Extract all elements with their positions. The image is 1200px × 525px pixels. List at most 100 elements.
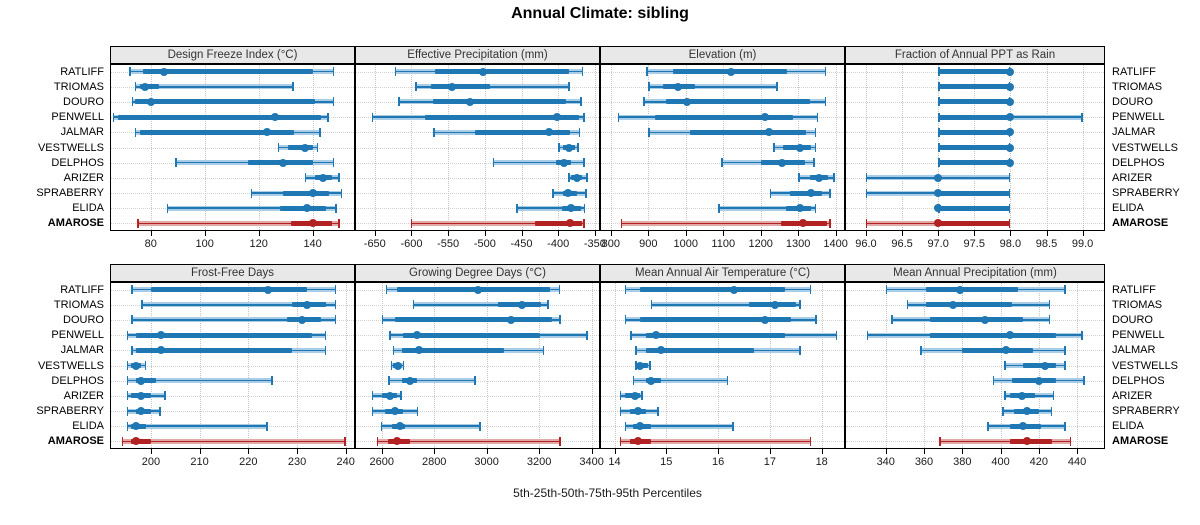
grid-h-line: [356, 147, 599, 149]
grid-v-line: [248, 283, 250, 448]
whisker-cap-p5: [620, 218, 623, 228]
grid-h-line: [356, 395, 599, 397]
grid-h-line: [601, 193, 844, 195]
whisker-cap-p5: [126, 376, 129, 386]
whisker-cap-p5: [126, 361, 129, 370]
median-dot: [657, 346, 666, 355]
whisker-cap-p5: [648, 127, 650, 137]
grid-v-line: [1000, 283, 1002, 448]
grid-h-line: [846, 380, 1104, 382]
whisker-cap-p5: [126, 330, 129, 340]
iqr-bar-p25-p75: [431, 84, 490, 90]
whisker-cap-p95: [580, 97, 582, 107]
median-dot: [160, 67, 169, 76]
whisker-cap-p95: [581, 67, 584, 77]
iqr-bar-p25-p75: [136, 347, 293, 353]
chart-title: Annual Climate: sibling: [511, 5, 689, 22]
whisker-line: [131, 319, 336, 321]
row-label-left: ELIDA: [72, 420, 104, 433]
row-label-left: PENWELL: [51, 111, 104, 124]
median-dot: [1019, 422, 1028, 431]
grid-h-line: [601, 177, 844, 179]
whisker-line: [410, 222, 585, 225]
row-label-left: VESTWELLS: [37, 359, 104, 372]
whisker-cap-p95: [641, 391, 643, 401]
row-label-right: JALMAR: [1112, 344, 1156, 357]
median-dot: [1034, 376, 1043, 385]
whisker-line: [380, 425, 481, 427]
axis-tick: [974, 231, 976, 236]
iqr-bar-p25-p75: [134, 99, 316, 105]
x-tick-label: 800: [601, 238, 621, 250]
axis-tick: [434, 449, 436, 454]
whisker-cap-p95: [1083, 376, 1085, 386]
median-dot: [447, 82, 456, 91]
x-tick-label: 2600: [369, 456, 394, 468]
whisker-line: [412, 304, 549, 306]
median-dot: [137, 376, 146, 385]
whisker-cap-p5: [630, 330, 632, 340]
whisker-line: [620, 222, 831, 225]
whisker-cap-p5: [773, 143, 775, 152]
row-label-right: ARIZER: [1112, 171, 1153, 184]
iqr-bar-p25-p75: [640, 317, 791, 323]
axis-tick: [718, 449, 720, 454]
strip-mean-annual-precipitation-mm: Mean Annual Precipitation (mm): [845, 264, 1105, 282]
grid-h-line: [601, 147, 844, 149]
grid-v-line: [591, 283, 593, 448]
x-tick-label: 100: [195, 238, 214, 250]
row-label-right: SPRABERRY: [1112, 405, 1180, 418]
grid-h-line: [846, 426, 1104, 428]
whisker-cap-p95: [583, 158, 585, 168]
whisker-cap-p5: [492, 158, 495, 168]
median-dot: [386, 391, 395, 400]
axis-tick: [885, 449, 887, 454]
median-dot: [633, 407, 642, 416]
whisker-cap-p95: [568, 82, 570, 92]
median-dot: [393, 437, 402, 446]
median-dot: [1006, 113, 1015, 122]
iqr-bar-p25-p75: [118, 114, 321, 120]
grid-v-line: [835, 65, 837, 230]
median-dot: [406, 376, 415, 385]
row-label-left: DOURO: [63, 95, 104, 108]
strip-fraction-of-annual-ppt-as-rain: Fraction of Annual PPT as Rain: [845, 46, 1105, 64]
median-dot: [566, 204, 575, 213]
whisker-cap-p5: [885, 285, 888, 295]
axis-tick: [345, 449, 347, 454]
whisker-cap-p95: [649, 361, 651, 370]
x-tick-label: 97.5: [963, 238, 985, 250]
median-dot: [270, 113, 279, 122]
axis-tick: [591, 449, 593, 454]
median-dot: [1006, 143, 1015, 152]
whisker-cap-p5: [635, 361, 637, 370]
row-label-left: SPRABERRY: [36, 187, 104, 200]
whisker-line: [632, 379, 729, 382]
iqr-bar-p25-p75: [401, 347, 504, 353]
whisker-cap-p5: [129, 67, 131, 77]
axis-tick: [1046, 231, 1048, 236]
whisker-cap-p5: [381, 315, 384, 325]
whisker-cap-p5: [131, 315, 133, 325]
median-dot: [132, 422, 141, 431]
median-dot: [1006, 82, 1015, 91]
whisker-line: [166, 207, 337, 209]
whisker-cap-p95: [726, 376, 729, 386]
whisker-cap-p5: [619, 406, 622, 416]
whisker-cap-p95: [324, 330, 327, 340]
strip-effective-precipitation-mm: Effective Precipitation (mm): [355, 46, 600, 64]
axis-tick: [821, 449, 823, 454]
whisker-cap-p5: [568, 173, 570, 183]
iqr-bar-p25-p75: [929, 317, 1024, 323]
axis-tick: [769, 449, 771, 454]
axis-tick: [539, 449, 541, 454]
iqr-bar-p25-p75: [645, 347, 755, 353]
median-dot: [565, 143, 574, 152]
iqr-bar-p25-p75: [434, 69, 570, 75]
whisker-cap-p5: [410, 218, 413, 228]
axis-tick: [938, 231, 940, 236]
strip-mean-annual-air-temperature-c: Mean Annual Air Temperature (°C): [600, 264, 845, 282]
whisker-cap-p95: [547, 300, 549, 310]
whisker-cap-p5: [277, 143, 280, 152]
whisker-cap-p5: [131, 345, 133, 355]
